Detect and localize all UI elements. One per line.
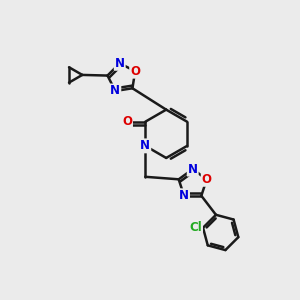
- Text: N: N: [188, 163, 198, 176]
- Text: O: O: [122, 115, 132, 128]
- Text: Cl: Cl: [189, 221, 202, 234]
- Text: N: N: [110, 85, 120, 98]
- Text: O: O: [202, 173, 212, 186]
- Text: O: O: [130, 65, 140, 78]
- Text: N: N: [115, 57, 125, 70]
- Text: N: N: [179, 189, 189, 202]
- Text: N: N: [140, 140, 150, 152]
